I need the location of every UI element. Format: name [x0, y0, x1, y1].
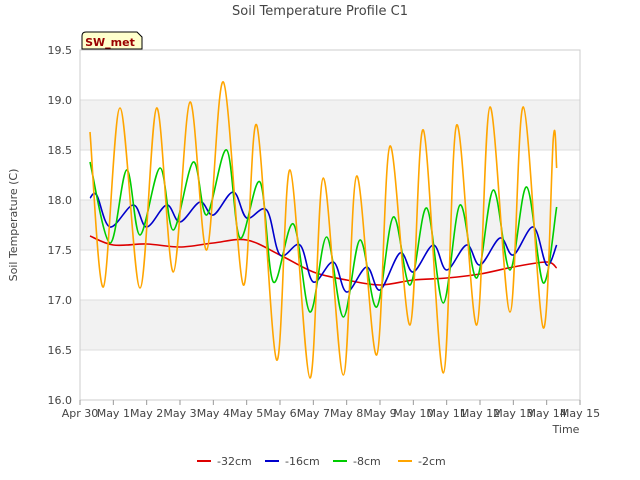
x-tick-label: May 5 [230, 407, 263, 420]
y-tick-label: 18.0 [48, 194, 73, 207]
x-tick-label: May 4 [197, 407, 230, 420]
station-badge-box [81, 31, 143, 50]
y-tick-label: 19.0 [48, 94, 73, 107]
series-line-32cmcm-line [89, 235, 558, 286]
station-badge: SW_met [81, 31, 143, 50]
x-tick-label: May 15 [560, 407, 600, 420]
y-tick-label: 16.5 [48, 344, 73, 357]
x-tick-label: May 1 [97, 407, 130, 420]
legend-item: -8cm [333, 455, 381, 468]
x-tick-label: Apr 30 [62, 407, 99, 420]
chart-title: Soil Temperature Profile C1 [232, 4, 408, 19]
legend-item: -16cm [265, 455, 320, 468]
y-tick-label: 17.5 [48, 244, 73, 257]
x-tick-label: May 12 [460, 407, 500, 420]
y-tick-label: 16.0 [48, 394, 73, 407]
station-badge-label: SW_met [85, 36, 135, 49]
y-tick-label: 17.0 [48, 294, 73, 307]
x-tick-label: May 7 [297, 407, 330, 420]
series-line-2cmcm-line [89, 81, 558, 379]
x-tick-label: May 6 [263, 407, 296, 420]
y-tick-label: 18.5 [48, 144, 73, 157]
x-tick-label: May 2 [130, 407, 163, 420]
y-axis-ticks: 16.0 16.5 17.0 17.5 18.0 18.5 19.0 19.5 [48, 44, 73, 407]
x-tick-label: May 10 [393, 407, 433, 420]
grid-band [80, 300, 580, 350]
x-tick-label: May 13 [493, 407, 533, 420]
legend-item: -32cm [197, 455, 252, 468]
x-tick-label: May 14 [527, 407, 567, 420]
x-tick-label: May 3 [163, 407, 196, 420]
plot-frame [79, 49, 581, 401]
y-axis-label: Soil Temperature (C) [7, 169, 20, 282]
series-lines [89, 81, 558, 379]
x-tick-label: May 11 [427, 407, 467, 420]
x-tick-label: May 8 [330, 407, 363, 420]
y-tick-label: 19.5 [48, 44, 73, 57]
legend-label: -32cm [217, 455, 252, 468]
legend-item: -2cm [398, 455, 446, 468]
x-axis-label: Time [552, 423, 580, 436]
legend: -32cm -16cm -8cm -2cm [197, 455, 446, 468]
grid-band [80, 100, 580, 150]
legend-label: -8cm [353, 455, 381, 468]
x-tick-label: May 9 [363, 407, 396, 420]
legend-label: -2cm [418, 455, 446, 468]
legend-label: -16cm [285, 455, 320, 468]
